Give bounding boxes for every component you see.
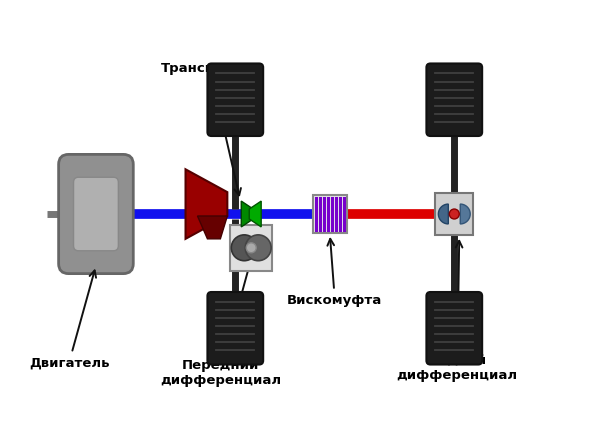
FancyBboxPatch shape — [427, 292, 482, 365]
FancyBboxPatch shape — [427, 64, 482, 137]
Polygon shape — [197, 216, 227, 239]
Circle shape — [245, 235, 271, 261]
FancyBboxPatch shape — [74, 178, 118, 251]
Text: Трансмиссия: Трансмиссия — [161, 62, 259, 196]
Polygon shape — [460, 205, 470, 224]
FancyBboxPatch shape — [59, 155, 133, 274]
Circle shape — [232, 235, 257, 261]
Text: Задний
дифференциал: Задний дифференциал — [397, 241, 518, 381]
Polygon shape — [241, 202, 253, 227]
FancyBboxPatch shape — [208, 292, 263, 365]
Bar — [436, 194, 473, 235]
Circle shape — [449, 209, 459, 219]
Polygon shape — [439, 205, 448, 224]
Circle shape — [246, 243, 256, 253]
Bar — [230, 225, 272, 271]
Polygon shape — [185, 170, 227, 239]
Text: Вискомуфта: Вискомуфта — [287, 239, 382, 307]
Polygon shape — [249, 202, 261, 227]
FancyBboxPatch shape — [208, 64, 263, 137]
Text: Двигатель: Двигатель — [29, 271, 109, 369]
Text: Передний
дифференциал: Передний дифференциал — [160, 264, 281, 386]
Bar — [313, 196, 347, 233]
